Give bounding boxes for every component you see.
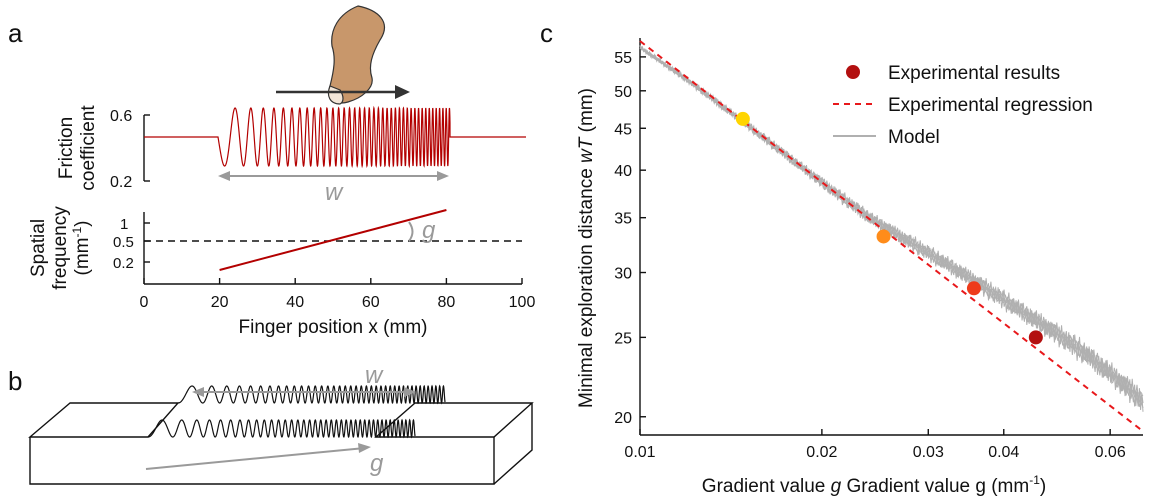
- friction-signal-line: [144, 105, 526, 169]
- c-ytick-label: 20: [614, 410, 632, 427]
- gradient-label-a: g: [422, 217, 436, 244]
- panel-a-label: a: [8, 18, 23, 48]
- friction-ylabel-line1: Friction: [56, 117, 77, 179]
- freq-xtick-label: 20: [211, 294, 229, 311]
- texture-block-diagram: [28, 384, 534, 485]
- freq-xtick-label: 100: [509, 294, 536, 311]
- width-arrow-b: [192, 387, 416, 397]
- friction-tick-0-6: 0.6: [110, 108, 132, 125]
- friction-ylabel-line2: coefficient: [78, 105, 99, 191]
- c-ytick-label: 55: [614, 50, 632, 67]
- width-label-b: w: [365, 362, 384, 389]
- freq-xtick-label: 0: [140, 294, 149, 311]
- experimental-point: [966, 281, 981, 296]
- freq-ytick-1: 1: [120, 216, 128, 233]
- c-ytick-label: 35: [614, 211, 632, 228]
- legend-label-regression: Experimental regression: [888, 95, 1093, 116]
- friction-axis: [143, 114, 150, 182]
- panel-b-label: b: [8, 366, 22, 396]
- freq-xtick-label: 60: [362, 294, 380, 311]
- width-label-a: w: [325, 179, 344, 206]
- c-xtick-label: 0.01: [624, 444, 655, 461]
- panel-c-xlabel: Gradient value g Gradient value g (mm-1): [702, 473, 1046, 497]
- panel-c-plot: 0.01 0.02 0.03 0.04 0.06 20 25 30 35 40 45 50 55: [614, 38, 1144, 461]
- freq-ylabel-line1: Spatial: [28, 219, 49, 277]
- freq-xtick-label: 80: [438, 294, 456, 311]
- c-ytick-label: 30: [614, 266, 632, 283]
- experimental-point: [1028, 330, 1043, 345]
- c-xtick-label: 0.03: [913, 444, 944, 461]
- width-arrow-a: [218, 171, 449, 181]
- freq-ytick-0-2: 0.2: [113, 255, 134, 272]
- c-xtick-label: 0.06: [1095, 444, 1126, 461]
- finger-icon: [327, 5, 386, 105]
- legend-marker-results: [846, 65, 860, 79]
- legend-label-results: Experimental results: [888, 63, 1060, 84]
- freq-ylabel-line3: (mm-1): [70, 221, 93, 276]
- experimental-point: [735, 111, 750, 126]
- motion-arrow: [276, 85, 410, 99]
- gradient-arrow-b: [145, 443, 371, 470]
- legend: Experimental results Experimental regres…: [833, 63, 1093, 148]
- c-ytick-label: 50: [614, 84, 632, 101]
- panel-c-label: c: [540, 18, 553, 48]
- frequency-gradient-line: [219, 209, 447, 271]
- freq-xtick-label: 40: [286, 294, 304, 311]
- panel-a-xlabel: Finger position x (mm): [239, 317, 428, 338]
- c-ytick-label: 25: [614, 330, 632, 347]
- friction-tick-0-2: 0.2: [110, 174, 132, 191]
- gradient-label-b: g: [370, 450, 384, 477]
- regression-line: [639, 40, 1144, 433]
- gradient-angle-arc: [408, 221, 414, 242]
- c-xtick-label: 0.02: [806, 444, 837, 461]
- c-ytick-label: 40: [614, 163, 632, 180]
- model-series-line: [639, 45, 1144, 409]
- model-series-line: [639, 45, 1144, 410]
- c-ytick-label: 45: [614, 121, 632, 138]
- experimental-point: [876, 229, 891, 244]
- panel-c-ylabel: Minimal exploration distance wT (mm): [576, 88, 597, 408]
- freq-ylabel-line2: frequency: [50, 206, 71, 290]
- frequency-xticks: 0 20 40 60 80 100: [140, 278, 536, 311]
- legend-label-model: Model: [888, 127, 940, 148]
- model-series-line: [639, 46, 1144, 404]
- c-xtick-label: 0.04: [988, 444, 1019, 461]
- freq-ytick-0-5: 0.5: [113, 234, 134, 251]
- frequency-axes: [143, 212, 522, 285]
